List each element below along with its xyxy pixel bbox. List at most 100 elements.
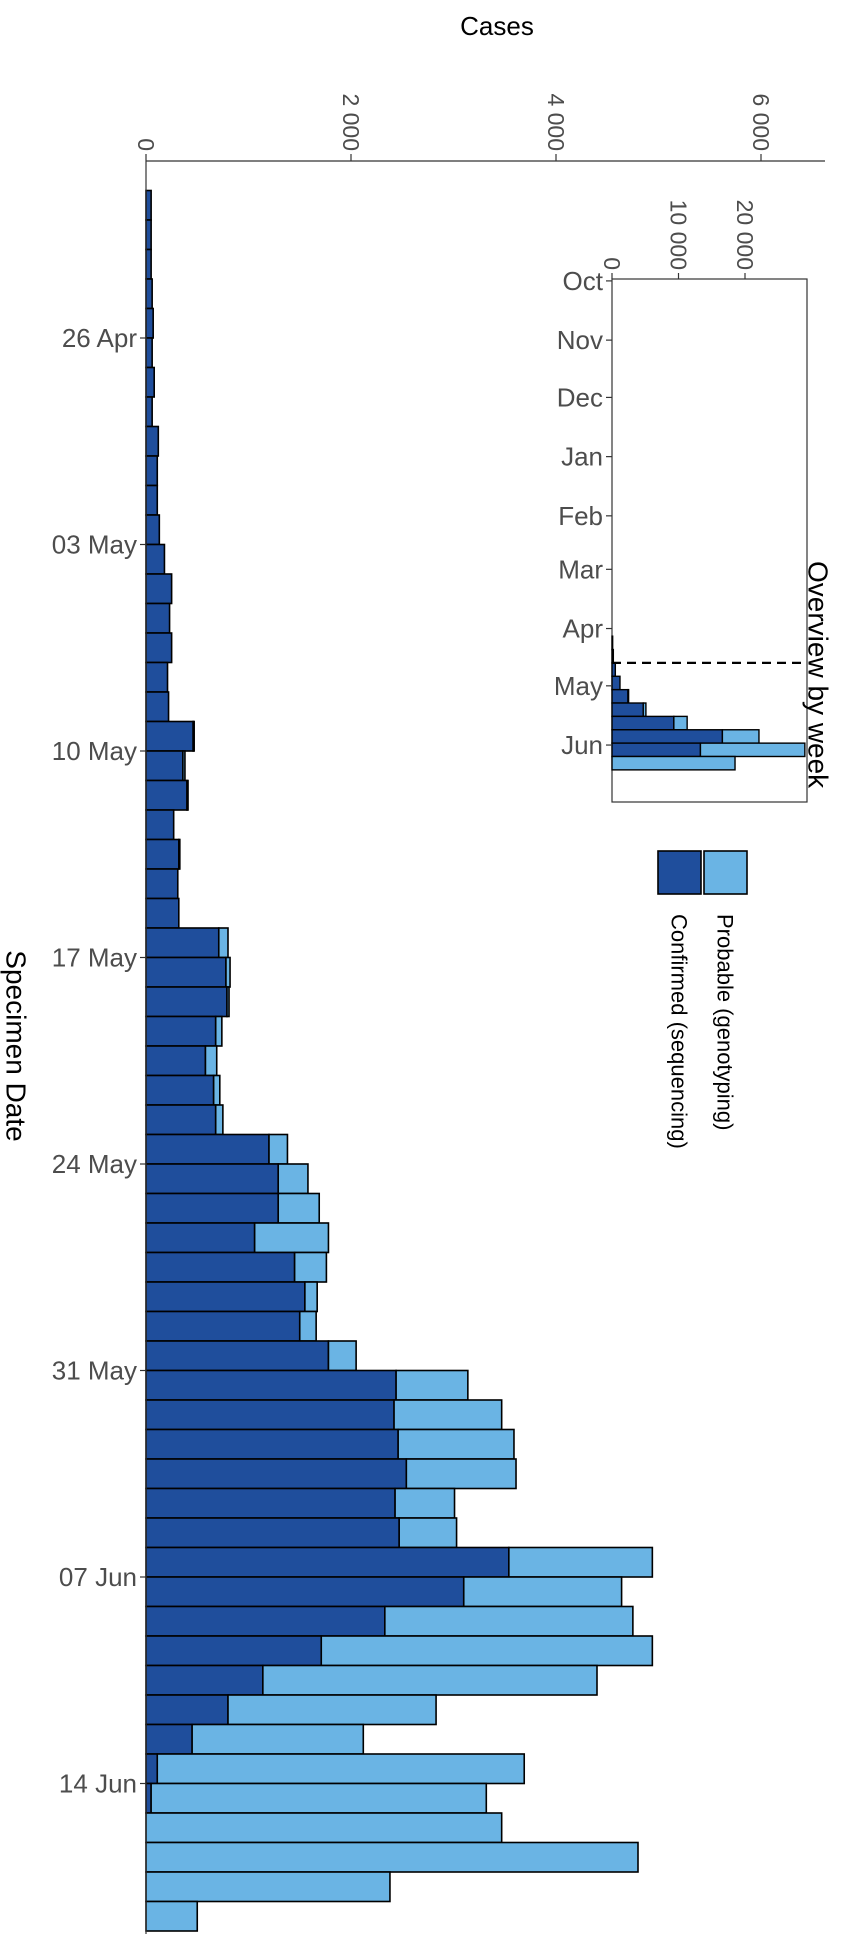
- bar-probable: [320, 1635, 654, 1667]
- bar-probable: [277, 1192, 321, 1224]
- inset-month-label: Mar: [558, 554, 603, 584]
- bar-probable: [156, 1753, 526, 1785]
- bar-probable: [192, 720, 195, 752]
- inset-month-label: Jun: [561, 730, 603, 760]
- legend-label-confirmed: Confirmed (sequencing): [667, 914, 692, 1149]
- bar-confirmed: [145, 1015, 217, 1047]
- value-tick-label: 0: [133, 138, 159, 151]
- bar-confirmed: [145, 927, 220, 959]
- bar-probable: [327, 1340, 357, 1372]
- bar-confirmed: [145, 1192, 280, 1224]
- bar-probable: [145, 1841, 639, 1873]
- date-tick-label: 03 May: [52, 530, 137, 560]
- bar-confirmed: [145, 543, 166, 575]
- date-axis-title: Specimen Date: [1, 950, 32, 1141]
- bar-confirmed: [145, 632, 173, 664]
- bar-confirmed: [145, 573, 173, 605]
- inset-month-label: Apr: [563, 614, 604, 644]
- bar-probable: [394, 1487, 456, 1519]
- bar-confirmed: [145, 1074, 215, 1106]
- inset-bar-probable: [699, 742, 806, 758]
- bar-probable: [397, 1428, 515, 1460]
- bar-confirmed: [145, 868, 179, 900]
- bar-confirmed: [145, 189, 152, 221]
- value-tick-label: 4 000: [543, 93, 569, 151]
- bar-confirmed: [145, 750, 184, 782]
- date-tick-label: 17 May: [52, 943, 137, 973]
- bar-probable: [214, 1104, 224, 1136]
- inset-bar-confirmed: [611, 635, 614, 651]
- main-chart: 0 2 000 4 000 6 000 26 Apr 03 May 10 May 17 May…: [1, 11, 825, 1934]
- bar-confirmed: [145, 1694, 229, 1726]
- bar-probable: [462, 1576, 623, 1608]
- bar-confirmed: [145, 455, 159, 487]
- value-tick-label: 6 000: [748, 93, 774, 151]
- legend-swatch-confirmed: [657, 850, 702, 895]
- bar-confirmed: [145, 1045, 207, 1077]
- bar-probable: [225, 956, 231, 988]
- bar-confirmed: [145, 1458, 408, 1490]
- bar-confirmed: [145, 1222, 256, 1254]
- inset-bar-confirmed: [611, 729, 724, 744]
- bar-confirmed: [145, 986, 228, 1018]
- bar-confirmed: [145, 720, 194, 752]
- value-axis-title: Cases: [460, 11, 534, 41]
- bar-probable: [508, 1546, 654, 1578]
- bar-confirmed: [145, 1546, 510, 1578]
- inset-bar-probable: [673, 715, 688, 731]
- bar-probable: [384, 1605, 634, 1637]
- bar-confirmed: [145, 691, 170, 723]
- bar-probable: [186, 779, 189, 811]
- legend-label-probable: Probable (genotyping): [713, 914, 738, 1130]
- legend-swatch-probable: [703, 850, 748, 895]
- bar-probable: [262, 1664, 598, 1696]
- bar-probable: [212, 1074, 221, 1106]
- inset-bar-confirmed: [611, 675, 621, 691]
- bar-confirmed: [145, 1723, 193, 1755]
- inset-title: Overview by week: [803, 561, 834, 789]
- inset-overview-chart: 0 10 000 20 000 Oct Nov Dec Jan Feb Mar Apr May Jun…: [554, 200, 834, 803]
- bar-probable: [398, 1517, 458, 1549]
- bar-confirmed: [145, 1635, 323, 1667]
- bar-confirmed: [145, 1251, 296, 1283]
- inset-month-label: Dec: [557, 382, 603, 412]
- bar-confirmed: [145, 1163, 280, 1195]
- inset-month-label: Feb: [558, 501, 603, 531]
- bar-confirmed: [145, 1428, 399, 1460]
- bar-probable: [253, 1222, 330, 1254]
- bar-confirmed: [145, 1753, 159, 1785]
- inset-bar-confirmed: [611, 702, 644, 718]
- inset-bar-probable: [721, 729, 760, 744]
- bar-confirmed: [145, 1133, 270, 1165]
- bar-probable: [191, 1723, 365, 1755]
- inset-value-tick-label: 20 000: [732, 200, 758, 270]
- bar-confirmed: [145, 514, 161, 546]
- inset-bar-probable: [611, 755, 736, 771]
- bar-confirmed: [145, 425, 160, 457]
- date-tick-label: 14 Jun: [59, 1769, 137, 1799]
- inset-month-label: Oct: [563, 266, 604, 296]
- bar-confirmed: [145, 956, 227, 988]
- bar-probable: [145, 1900, 199, 1932]
- bar-confirmed: [145, 1664, 264, 1696]
- bar-confirmed: [145, 1517, 400, 1549]
- legend: Probable (genotyping) Confirmed (sequenci…: [657, 850, 748, 1149]
- inset-bar-confirmed: [611, 715, 675, 731]
- bar-confirmed: [145, 219, 152, 251]
- date-tick-label: 10 May: [52, 736, 137, 766]
- inset-bar-probable: [642, 702, 647, 718]
- bar-probable: [298, 1310, 317, 1342]
- date-tick-label: 07 Jun: [59, 1562, 137, 1592]
- bar-probable: [145, 1812, 503, 1844]
- bar-confirmed: [145, 1605, 386, 1637]
- bar-confirmed: [145, 897, 180, 929]
- inset-bar-confirmed: [611, 648, 615, 664]
- bar-probable: [145, 1871, 391, 1903]
- bar-probable: [393, 1399, 503, 1431]
- bar-confirmed: [145, 1576, 465, 1608]
- bar-confirmed: [145, 1487, 396, 1519]
- date-tick-label: 24 May: [52, 1149, 137, 1179]
- bar-probable: [204, 1045, 218, 1077]
- bar-confirmed: [145, 278, 153, 310]
